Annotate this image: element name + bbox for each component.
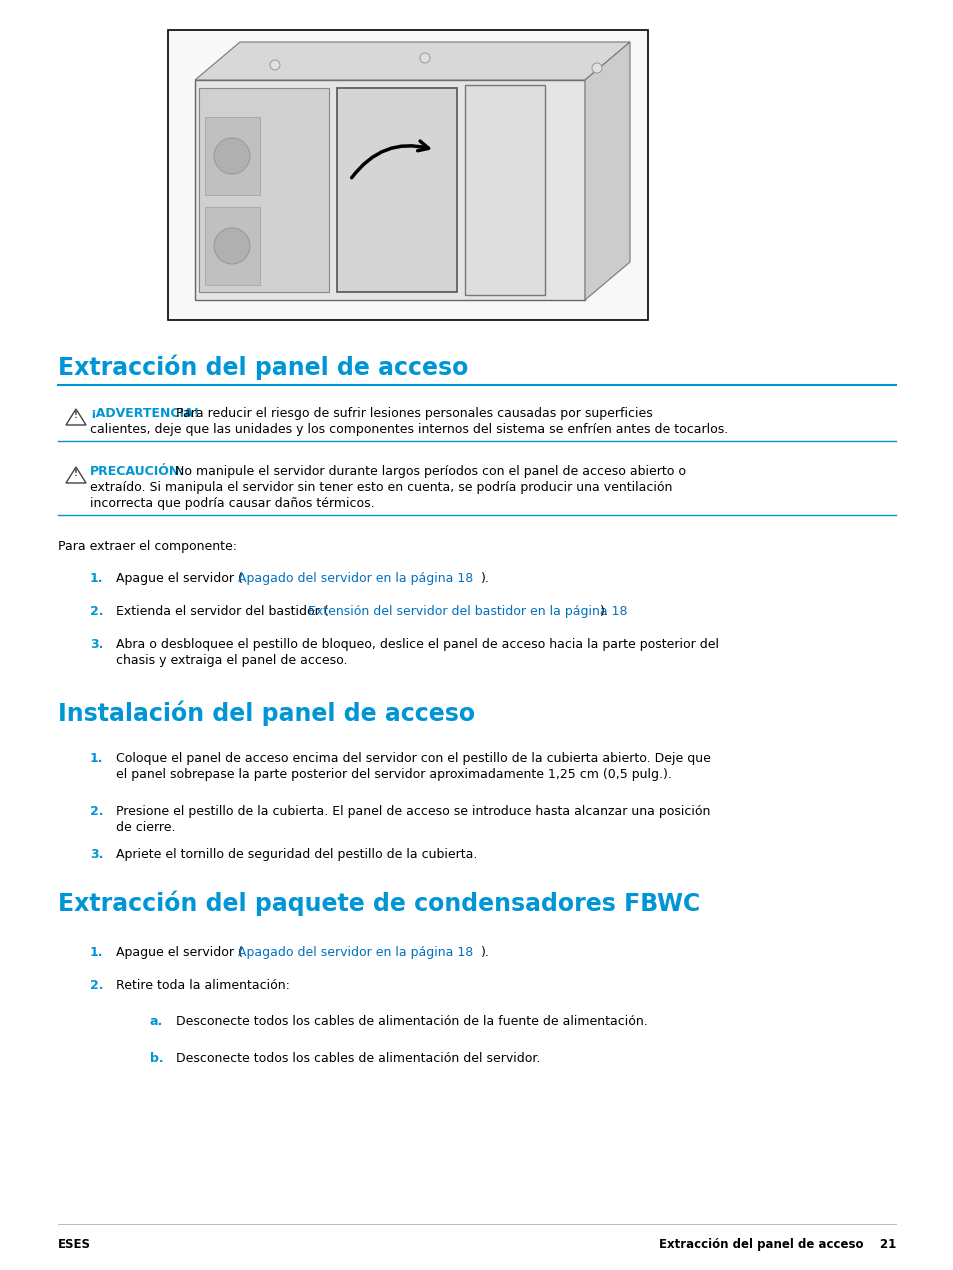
Text: a.: a. <box>150 1015 163 1027</box>
Polygon shape <box>66 409 86 425</box>
Text: ESES: ESES <box>58 1238 91 1251</box>
Text: Apague el servidor (: Apague el servidor ( <box>116 572 243 585</box>
Text: No manipule el servidor durante largos períodos con el panel de acceso abierto o: No manipule el servidor durante largos p… <box>174 465 685 478</box>
Text: chasis y extraiga el panel de acceso.: chasis y extraiga el panel de acceso. <box>116 654 347 667</box>
Bar <box>205 117 260 196</box>
Text: ¡ADVERTENCIA!: ¡ADVERTENCIA! <box>90 406 199 420</box>
Text: !: ! <box>74 411 78 420</box>
Text: Extracción del paquete de condensadores FBWC: Extracción del paquete de condensadores … <box>58 890 700 916</box>
Text: 2.: 2. <box>90 605 103 618</box>
Text: Desconecte todos los cables de alimentación del servidor.: Desconecte todos los cables de alimentac… <box>175 1052 539 1066</box>
Text: Apagado del servidor en la página 18: Apagado del servidor en la página 18 <box>237 946 473 959</box>
Bar <box>194 80 584 300</box>
Text: Abra o desbloquee el pestillo de bloqueo, deslice el panel de acceso hacia la pa: Abra o desbloquee el pestillo de bloqueo… <box>116 638 719 652</box>
Text: Presione el pestillo de la cubierta. El panel de acceso se introduce hasta alcan: Presione el pestillo de la cubierta. El … <box>116 805 710 818</box>
Polygon shape <box>194 42 629 80</box>
Text: calientes, deje que las unidades y los componentes internos del sistema se enfrí: calientes, deje que las unidades y los c… <box>90 423 727 436</box>
Text: b.: b. <box>150 1052 164 1066</box>
Text: Para extraer el componente:: Para extraer el componente: <box>58 540 236 552</box>
Text: PRECAUCIÓN:: PRECAUCIÓN: <box>90 465 185 478</box>
FancyArrowPatch shape <box>352 141 428 178</box>
Text: de cierre.: de cierre. <box>116 820 175 834</box>
Polygon shape <box>584 42 629 300</box>
Text: Desconecte todos los cables de alimentación de la fuente de alimentación.: Desconecte todos los cables de alimentac… <box>175 1015 647 1027</box>
Text: Apriete el tornillo de seguridad del pestillo de la cubierta.: Apriete el tornillo de seguridad del pes… <box>116 848 476 861</box>
Bar <box>336 88 456 292</box>
Text: Extienda el servidor del bastidor (: Extienda el servidor del bastidor ( <box>116 605 328 618</box>
Text: 1.: 1. <box>90 752 103 765</box>
Circle shape <box>419 53 430 64</box>
Text: el panel sobrepase la parte posterior del servidor aproximadamente 1,25 cm (0,5 : el panel sobrepase la parte posterior de… <box>116 768 671 781</box>
Circle shape <box>213 229 250 264</box>
Bar <box>464 85 544 295</box>
Text: 3.: 3. <box>90 638 103 652</box>
Text: ).: ). <box>480 946 489 959</box>
Bar <box>168 30 647 320</box>
Text: 2.: 2. <box>90 805 103 818</box>
Circle shape <box>270 60 280 70</box>
Text: 1.: 1. <box>90 946 103 959</box>
Bar <box>199 88 329 292</box>
Text: Instalación del panel de acceso: Instalación del panel de acceso <box>58 700 475 725</box>
Text: Extracción del panel de acceso: Extracción del panel de acceso <box>58 356 468 381</box>
Text: Retire toda la alimentación:: Retire toda la alimentación: <box>116 979 290 992</box>
Text: 2.: 2. <box>90 979 103 992</box>
Text: !: ! <box>74 470 78 479</box>
Text: ).: ). <box>599 605 608 618</box>
Text: Extensión del servidor del bastidor en la página 18: Extensión del servidor del bastidor en l… <box>308 605 627 618</box>
Circle shape <box>592 64 601 72</box>
Bar <box>205 207 260 284</box>
Text: Apagado del servidor en la página 18: Apagado del servidor en la página 18 <box>237 572 473 585</box>
Text: 3.: 3. <box>90 848 103 861</box>
Text: Para reducir el riesgo de sufrir lesiones personales causadas por superficies: Para reducir el riesgo de sufrir lesione… <box>175 406 652 420</box>
Circle shape <box>213 138 250 174</box>
Polygon shape <box>66 467 86 483</box>
Text: incorrecta que podría causar daños térmicos.: incorrecta que podría causar daños térmi… <box>90 497 375 511</box>
Text: Coloque el panel de acceso encima del servidor con el pestillo de la cubierta ab: Coloque el panel de acceso encima del se… <box>116 752 710 765</box>
Text: extraído. Si manipula el servidor sin tener esto en cuenta, se podría producir u: extraído. Si manipula el servidor sin te… <box>90 481 672 494</box>
Text: Extracción del panel de acceso    21: Extracción del panel de acceso 21 <box>659 1238 895 1251</box>
Text: Apague el servidor (: Apague el servidor ( <box>116 946 243 959</box>
Text: ).: ). <box>480 572 489 585</box>
Text: 1.: 1. <box>90 572 103 585</box>
